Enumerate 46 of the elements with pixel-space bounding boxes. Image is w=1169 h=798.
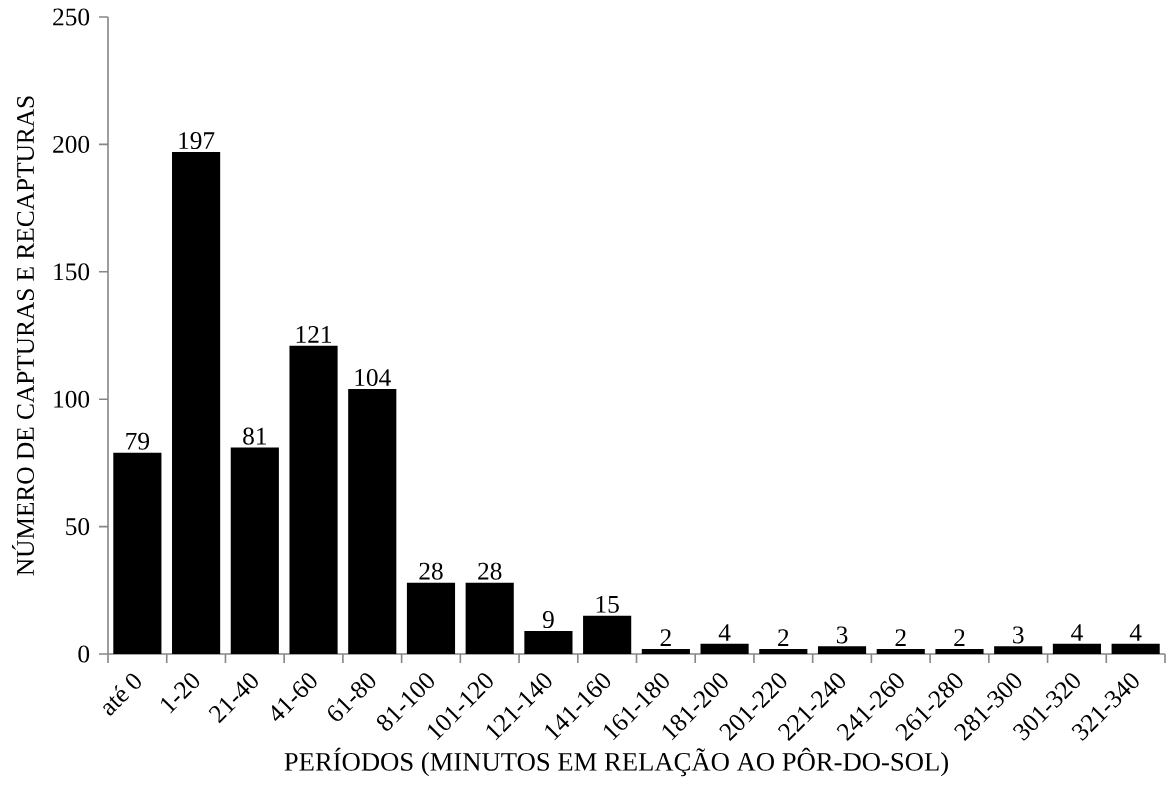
data-label: 121 xyxy=(296,325,332,343)
bar xyxy=(583,615,632,654)
y-tick-label: 200 xyxy=(53,135,90,153)
data-label: 28 xyxy=(478,562,502,580)
bar xyxy=(759,648,808,654)
bar xyxy=(465,582,514,654)
bar xyxy=(348,389,397,654)
data-label: 3 xyxy=(836,626,848,644)
data-label: 104 xyxy=(355,368,391,387)
data-label: 197 xyxy=(179,132,215,150)
y-tick-label: 100 xyxy=(54,390,90,408)
bar xyxy=(1111,643,1160,654)
bar xyxy=(935,648,984,654)
y-axis-title: NÚMERO DE CAPTURAS E RECAPTURAS xyxy=(12,96,35,576)
data-label: 28 xyxy=(419,562,443,580)
data-label: 4 xyxy=(718,624,731,641)
data-label: 2 xyxy=(954,629,965,646)
bar xyxy=(641,648,690,654)
bar xyxy=(172,152,221,654)
data-label: 15 xyxy=(596,595,619,613)
x-tick-label: até 0 xyxy=(102,673,141,716)
data-label: 3 xyxy=(1013,626,1024,644)
data-label: 4 xyxy=(1129,624,1142,641)
bar xyxy=(817,646,867,654)
data-label: 4 xyxy=(1071,624,1083,641)
y-tick-label: 50 xyxy=(66,518,90,536)
data-label: 2 xyxy=(660,629,671,646)
bar xyxy=(700,643,749,654)
data-label: 81 xyxy=(243,427,266,445)
x-axis-title: PERÍODOS (MINUTOS EM RELAÇÃO AO PÔR-DO-SOL) xyxy=(284,747,948,777)
bar xyxy=(524,631,573,654)
y-tick-label: 150 xyxy=(54,263,90,281)
bar xyxy=(876,648,925,654)
bar xyxy=(406,582,456,654)
data-label: 79 xyxy=(126,432,149,450)
x-tick-label: 1-20 xyxy=(160,673,200,714)
data-label: 2 xyxy=(895,629,906,646)
bar xyxy=(994,646,1043,654)
data-label: 2 xyxy=(778,629,789,646)
data-label: 9 xyxy=(542,611,554,629)
bar xyxy=(230,447,279,654)
bar xyxy=(289,345,338,654)
bar xyxy=(1052,643,1101,654)
y-tick-label: 250 xyxy=(53,8,90,26)
bar xyxy=(113,452,162,654)
y-tick-label: 0 xyxy=(78,645,90,663)
